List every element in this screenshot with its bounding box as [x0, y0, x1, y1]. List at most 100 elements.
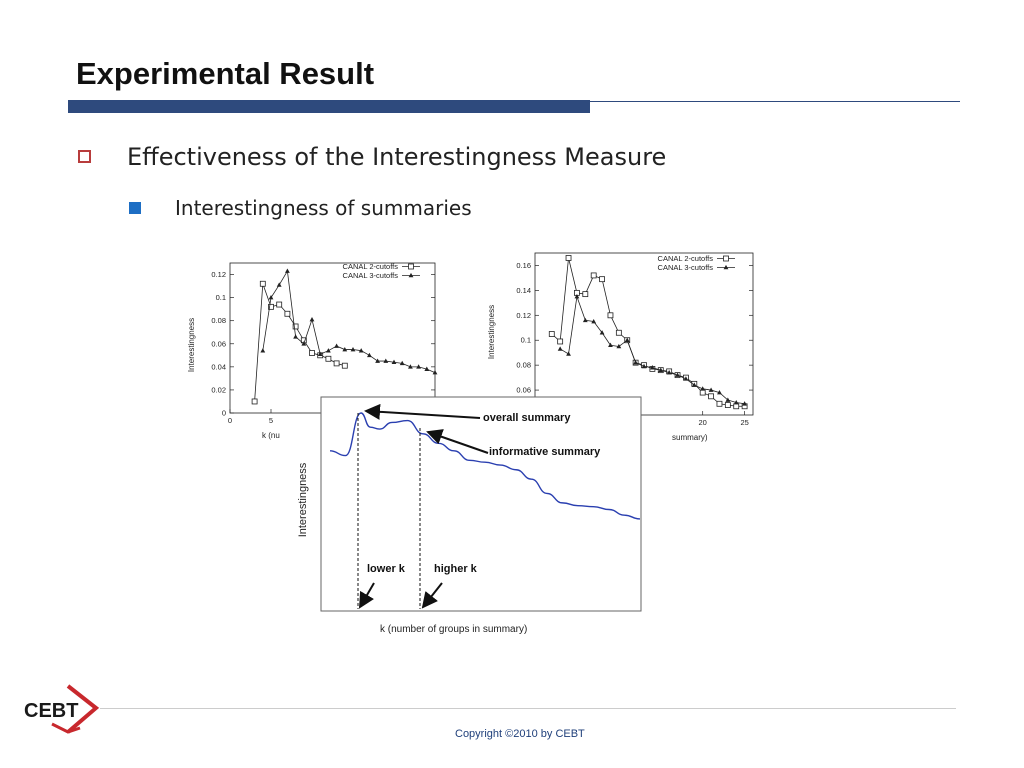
legend-marker-triangle [408, 272, 414, 278]
data-point-triangle [624, 337, 630, 343]
data-point-square [284, 310, 291, 317]
data-point-triangle [317, 351, 323, 356]
bullet-level2-text: Interestingness of summaries [175, 196, 472, 220]
data-point-triangle [557, 346, 563, 351]
data-point-square [259, 280, 266, 287]
y-tick-label: 0.16 [516, 261, 531, 270]
data-point-square [548, 331, 555, 337]
x-tick-label: 25 [740, 418, 748, 427]
data-point-triangle [733, 399, 739, 405]
cebt-logo-text: CEBT [24, 700, 78, 722]
data-point-triangle [683, 376, 689, 381]
data-point-triangle [616, 343, 622, 349]
data-point-square [292, 323, 299, 330]
data-point-square [268, 303, 274, 310]
data-point-triangle [391, 359, 397, 365]
chart-conceptual: overall summary informative summary lowe… [297, 396, 642, 635]
data-point-triangle [326, 348, 331, 353]
data-point-square [716, 400, 723, 407]
footer-rule [100, 708, 956, 709]
data-point-triangle [424, 366, 430, 371]
data-point-triangle [641, 363, 647, 369]
data-point-square [733, 403, 740, 410]
data-point-square [724, 402, 731, 408]
data-point-triangle [260, 348, 266, 353]
data-point-triangle [649, 365, 655, 370]
data-point-square [699, 389, 706, 396]
y-tick-label: 0.04 [211, 362, 226, 371]
data-point-triangle [432, 370, 438, 375]
data-point-triangle [301, 341, 307, 346]
annotation-overall-summary: overall summary [483, 412, 571, 424]
data-point-triangle [350, 346, 356, 352]
y-tick-label: 0.1 [216, 293, 226, 302]
data-point-triangle [725, 397, 731, 402]
title-underline-thick [68, 100, 590, 113]
y-tick-label: 0.12 [516, 311, 531, 320]
data-point-triangle [276, 282, 282, 287]
slide-title: Experimental Result [76, 56, 375, 91]
legend-label-1: CANAL 2-cutoffs [658, 254, 714, 263]
y-tick-label: 0.12 [211, 270, 226, 279]
data-point-square [565, 255, 572, 261]
y-tick-label: 0.02 [211, 385, 226, 394]
series-line-2 [262, 269, 436, 373]
data-point-square [582, 291, 589, 298]
annotation-lower-k: lower k [367, 563, 406, 575]
bullet-level1-text: Effectiveness of the Interestingness Mea… [127, 143, 667, 171]
data-point-triangle [334, 343, 339, 348]
data-point-triangle [658, 367, 664, 372]
data-point-triangle [691, 382, 697, 387]
hollow-square-bullet-icon [78, 150, 91, 163]
y-tick-label: 0.08 [516, 361, 531, 370]
data-point-triangle [700, 386, 706, 391]
annotation-informative-summary: informative summary [489, 446, 601, 458]
chart-left: 0 0.02 0.04 0.06 0.08 0.1 0.12 0 5 CANAL 2-cutof… [180, 255, 445, 445]
data-point-square [309, 350, 315, 356]
annotation-higher-k: higher k [434, 563, 478, 575]
data-point-triangle [268, 295, 274, 300]
data-point-square [607, 312, 614, 319]
data-point-triangle [408, 364, 413, 369]
chart-conceptual-xlabel: k (number of groups in summary) [380, 624, 527, 635]
chart-left-xlabel: k (nu [262, 431, 280, 440]
data-point-triangle [675, 372, 680, 377]
chart-left-ylabel: Interestingness [187, 318, 196, 372]
data-point-square [341, 362, 348, 369]
y-tick-label: 0.06 [211, 339, 226, 348]
data-point-triangle [633, 360, 639, 365]
y-tick-label: 0 [222, 409, 226, 418]
data-point-triangle [367, 352, 372, 358]
data-point-triangle [342, 346, 348, 352]
data-point-triangle [742, 401, 748, 406]
plot-frame [534, 252, 754, 416]
data-point-triangle [582, 317, 588, 323]
data-point-triangle [591, 318, 597, 324]
legend-label-2: CANAL 3-cutoffs [658, 263, 714, 272]
x-tick-label: 0 [228, 416, 232, 425]
data-point-square [590, 272, 597, 279]
data-point-triangle [293, 334, 298, 339]
data-point-square [251, 398, 258, 405]
data-point-triangle [574, 294, 580, 299]
data-point-triangle [358, 348, 364, 353]
y-tick-label: 0.1 [521, 336, 531, 345]
data-point-square [599, 276, 605, 283]
interestingness-curve [329, 412, 641, 520]
data-point-triangle [566, 351, 571, 356]
copyright-text: Copyright ©2010 by CEBT [455, 728, 585, 740]
y-tick-label: 0.14 [516, 286, 531, 295]
data-point-square [615, 329, 622, 336]
data-point-square [557, 338, 564, 345]
data-point-square [708, 393, 714, 400]
chart-conceptual-ylabel: Interestingness [297, 462, 309, 537]
legend-marker-triangle [723, 264, 729, 270]
chart-right-xlabel: summary) [672, 433, 708, 442]
data-point-square [276, 301, 283, 308]
legend-label-2: CANAL 3-cutoffs [343, 271, 399, 280]
data-point-triangle [717, 389, 722, 395]
data-point-triangle [416, 364, 421, 369]
y-tick-label: 0.06 [516, 386, 531, 395]
y-tick-label: 0.08 [211, 316, 226, 325]
cebt-logo: CEBT [24, 684, 100, 734]
